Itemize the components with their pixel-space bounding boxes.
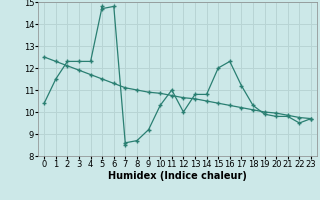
X-axis label: Humidex (Indice chaleur): Humidex (Indice chaleur) — [108, 171, 247, 181]
